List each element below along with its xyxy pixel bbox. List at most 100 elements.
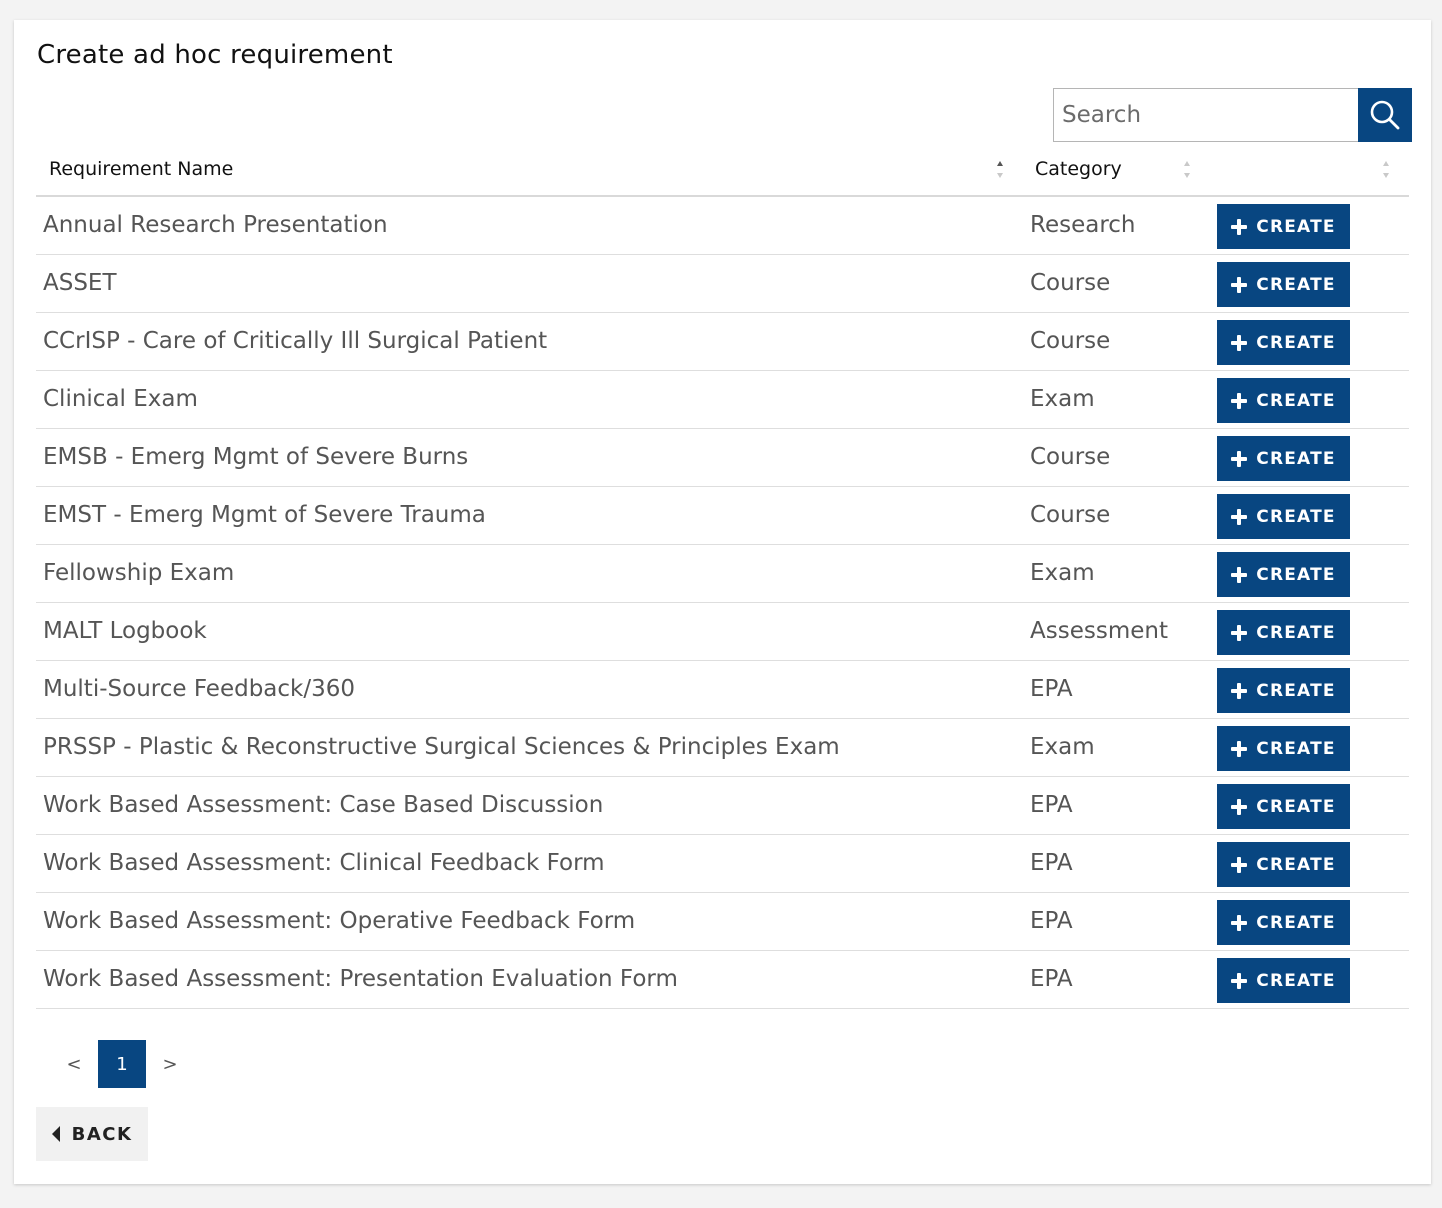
create-label: CREATE — [1256, 216, 1336, 237]
create-button[interactable]: CREATE — [1217, 378, 1350, 423]
search-button[interactable] — [1358, 88, 1412, 142]
create-label: CREATE — [1256, 506, 1336, 527]
back-label: BACK — [71, 1123, 133, 1145]
create-button[interactable]: CREATE — [1217, 320, 1350, 365]
requirement-category: Course — [1030, 328, 1111, 354]
table-row: Fellowship Exam Exam CREATE — [36, 545, 1409, 603]
plus-icon — [1231, 392, 1248, 409]
requirement-category: Exam — [1030, 386, 1095, 412]
create-label: CREATE — [1256, 332, 1336, 353]
plus-icon — [1231, 508, 1248, 525]
page-title: Create ad hoc requirement — [37, 40, 393, 70]
column-header-requirement-name[interactable]: Requirement Name — [49, 158, 234, 180]
column-header-category[interactable]: Category — [1035, 158, 1122, 180]
table-row: Work Based Assessment: Case Based Discus… — [36, 777, 1409, 835]
create-label: CREATE — [1256, 680, 1336, 701]
pagination-page-1[interactable]: 1 — [98, 1040, 146, 1088]
requirement-name: EMST - Emerg Mgmt of Severe Trauma — [43, 502, 486, 528]
create-button[interactable]: CREATE — [1217, 494, 1350, 539]
requirement-category: Course — [1030, 444, 1111, 470]
pagination-prev[interactable]: < — [66, 1053, 82, 1075]
create-label: CREATE — [1256, 448, 1336, 469]
search-icon — [1370, 100, 1400, 130]
requirement-name: CCrISP - Care of Critically Ill Surgical… — [43, 328, 548, 354]
create-button[interactable]: CREATE — [1217, 204, 1350, 249]
sort-category-icon[interactable] — [1184, 161, 1192, 179]
plus-icon — [1231, 218, 1248, 235]
back-button[interactable]: BACK — [36, 1107, 148, 1161]
create-label: CREATE — [1256, 970, 1336, 991]
sort-actions-icon[interactable] — [1383, 161, 1391, 179]
create-button[interactable]: CREATE — [1217, 900, 1350, 945]
create-label: CREATE — [1256, 854, 1336, 875]
requirement-category: Research — [1030, 212, 1136, 238]
requirement-category: EPA — [1030, 908, 1073, 934]
requirement-category: Course — [1030, 502, 1111, 528]
requirement-category: EPA — [1030, 792, 1073, 818]
plus-icon — [1231, 450, 1248, 467]
plus-icon — [1231, 566, 1248, 583]
create-label: CREATE — [1256, 912, 1336, 933]
create-label: CREATE — [1256, 622, 1336, 643]
requirement-category: Exam — [1030, 734, 1095, 760]
plus-icon — [1231, 276, 1248, 293]
table-row: Multi-Source Feedback/360 EPA CREATE — [36, 661, 1409, 719]
requirement-name: Fellowship Exam — [43, 560, 235, 586]
table-row: CCrISP - Care of Critically Ill Surgical… — [36, 313, 1409, 371]
create-button[interactable]: CREATE — [1217, 784, 1350, 829]
create-label: CREATE — [1256, 390, 1336, 411]
create-label: CREATE — [1256, 796, 1336, 817]
create-button[interactable]: CREATE — [1217, 436, 1350, 481]
create-label: CREATE — [1256, 564, 1336, 585]
table-row: Clinical Exam Exam CREATE — [36, 371, 1409, 429]
create-button[interactable]: CREATE — [1217, 262, 1350, 307]
requirement-category: EPA — [1030, 676, 1073, 702]
requirement-name: Annual Research Presentation — [43, 212, 388, 238]
plus-icon — [1231, 682, 1248, 699]
plus-icon — [1231, 624, 1248, 641]
requirements-table: Requirement Name Category Annual Researc… — [36, 153, 1409, 1009]
create-button[interactable]: CREATE — [1217, 726, 1350, 771]
table-row: EMSB - Emerg Mgmt of Severe Burns Course C… — [36, 429, 1409, 487]
requirement-category: Course — [1030, 270, 1111, 296]
plus-icon — [1231, 914, 1248, 931]
plus-icon — [1231, 972, 1248, 989]
plus-icon — [1231, 334, 1248, 351]
requirement-name: MALT Logbook — [43, 618, 207, 644]
requirement-name: Work Based Assessment: Presentation Eval… — [43, 966, 678, 992]
create-button[interactable]: CREATE — [1217, 958, 1350, 1003]
requirement-name: Clinical Exam — [43, 386, 198, 412]
create-label: CREATE — [1256, 738, 1336, 759]
create-button[interactable]: CREATE — [1217, 610, 1350, 655]
table-row: MALT Logbook Assessment CREATE — [36, 603, 1409, 661]
plus-icon — [1231, 856, 1248, 873]
table-body: Annual Research Presentation Research CREA… — [36, 197, 1409, 1009]
table-row: EMST - Emerg Mgmt of Severe Trauma Course… — [36, 487, 1409, 545]
create-label: CREATE — [1256, 274, 1336, 295]
pagination-next[interactable]: > — [162, 1053, 178, 1075]
plus-icon — [1231, 740, 1248, 757]
requirement-category: Exam — [1030, 560, 1095, 586]
create-button[interactable]: CREATE — [1217, 668, 1350, 713]
search-box — [1053, 88, 1412, 142]
table-header: Requirement Name Category — [36, 153, 1409, 197]
requirement-category: EPA — [1030, 850, 1073, 876]
table-row: Annual Research Presentation Research CREA… — [36, 197, 1409, 255]
plus-icon — [1231, 798, 1248, 815]
table-row: ASSET Course CREATE — [36, 255, 1409, 313]
table-row: Work Based Assessment: Presentation Eval… — [36, 951, 1409, 1009]
create-button[interactable]: CREATE — [1217, 552, 1350, 597]
search-input[interactable] — [1053, 88, 1358, 142]
requirement-name: ASSET — [43, 270, 117, 296]
requirement-name: PRSSP - Plastic & Reconstructive Surgica… — [43, 734, 840, 760]
requirement-name: EMSB - Emerg Mgmt of Severe Burns — [43, 444, 469, 470]
table-row: Work Based Assessment: Clinical Feedback… — [36, 835, 1409, 893]
create-button[interactable]: CREATE — [1217, 842, 1350, 887]
sort-requirement-name-icon[interactable] — [997, 161, 1005, 179]
pagination: < 1 > — [50, 1040, 194, 1088]
main-panel: Create ad hoc requirement Requirement Na… — [14, 20, 1431, 1184]
caret-left-icon — [51, 1126, 60, 1142]
table-row: PRSSP - Plastic & Reconstructive Surgica… — [36, 719, 1409, 777]
requirement-name: Work Based Assessment: Clinical Feedback… — [43, 850, 605, 876]
requirement-name: Work Based Assessment: Operative Feedbac… — [43, 908, 636, 934]
